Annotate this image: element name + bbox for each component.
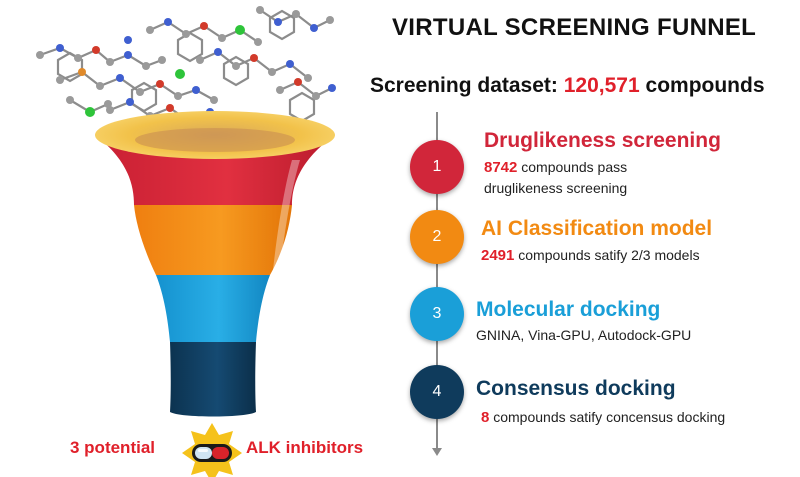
- timeline-line: [436, 112, 438, 452]
- dataset-unit: compounds: [645, 74, 765, 97]
- step-3-number: 3: [432, 305, 442, 322]
- step-1-desc-line1: compounds pass: [521, 159, 628, 175]
- step-3-desc-line1: GNINA, Vina-GPU, Autodock-GPU: [476, 327, 692, 343]
- step-4-title: Consensus docking: [476, 377, 676, 400]
- result-right-label: ALK inhibitors: [246, 438, 364, 457]
- funnel-layer-blue: [156, 275, 270, 342]
- step-2-number: 2: [432, 228, 442, 245]
- step-1-circle: 1: [410, 140, 464, 194]
- step-4-desc: 8 compounds satify concensus docking: [481, 407, 725, 428]
- funnel-highlight: [262, 160, 300, 404]
- step-4-count: 8: [481, 409, 490, 426]
- dataset-summary: Screening dataset: 120,571 compounds: [370, 74, 795, 98]
- dataset-label: Screening dataset:: [370, 74, 558, 97]
- step-3-desc: GNINA, Vina-GPU, Autodock-GPU: [476, 325, 691, 345]
- step-2-desc-line1: compounds satify 2/3 models: [518, 247, 700, 263]
- step-1-number: 1: [432, 158, 442, 175]
- step-1-count: 8742: [484, 159, 518, 176]
- step-4-number: 4: [432, 383, 442, 400]
- pill-icon: [192, 444, 232, 462]
- step-1-desc: 8742 compounds pass druglikeness screeni…: [484, 157, 627, 198]
- step-2-circle: 2: [410, 210, 464, 264]
- funnel-layer-orange: [134, 205, 292, 275]
- step-4-circle: 4: [410, 365, 464, 419]
- result-left-label: 3 potential: [70, 438, 156, 457]
- step-1-title: Druglikeness screening: [484, 129, 721, 152]
- dataset-count: 120,571: [563, 74, 640, 97]
- step-2-title: AI Classification model: [481, 217, 713, 240]
- step-3-title: Molecular docking: [476, 298, 661, 321]
- step-3-circle: 3: [410, 287, 464, 341]
- molecule-atoms: [36, 6, 336, 134]
- timeline-arrow-icon: [432, 448, 442, 456]
- step-2-desc: 2491 compounds satify 2/3 models: [481, 245, 700, 266]
- page-title: VIRTUAL SCREENING FUNNEL: [392, 14, 757, 41]
- step-1-desc-line2: druglikeness screening: [484, 180, 628, 196]
- funnel-layer-navy: [170, 342, 256, 417]
- step-4-desc-line1: compounds satify concensus docking: [493, 409, 726, 425]
- step-2-count: 2491: [481, 247, 515, 264]
- funnel-graphic: [36, 6, 336, 477]
